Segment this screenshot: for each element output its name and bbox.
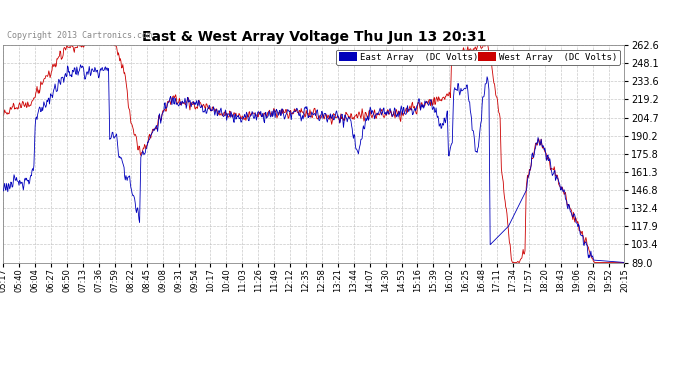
Legend: East Array  (DC Volts), West Array  (DC Volts): East Array (DC Volts), West Array (DC Vo… xyxy=(337,50,620,64)
Text: Copyright 2013 Cartronics.com: Copyright 2013 Cartronics.com xyxy=(7,30,152,39)
Title: East & West Array Voltage Thu Jun 13 20:31: East & West Array Voltage Thu Jun 13 20:… xyxy=(141,30,486,44)
